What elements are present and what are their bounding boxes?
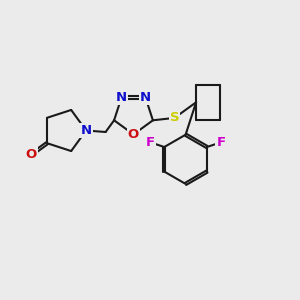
Text: S: S (170, 111, 179, 124)
Text: F: F (146, 136, 155, 149)
Text: N: N (116, 91, 127, 104)
Text: O: O (128, 128, 139, 141)
Text: O: O (26, 148, 37, 161)
Text: F: F (216, 136, 226, 149)
Text: N: N (140, 91, 151, 104)
Text: N: N (80, 124, 92, 137)
